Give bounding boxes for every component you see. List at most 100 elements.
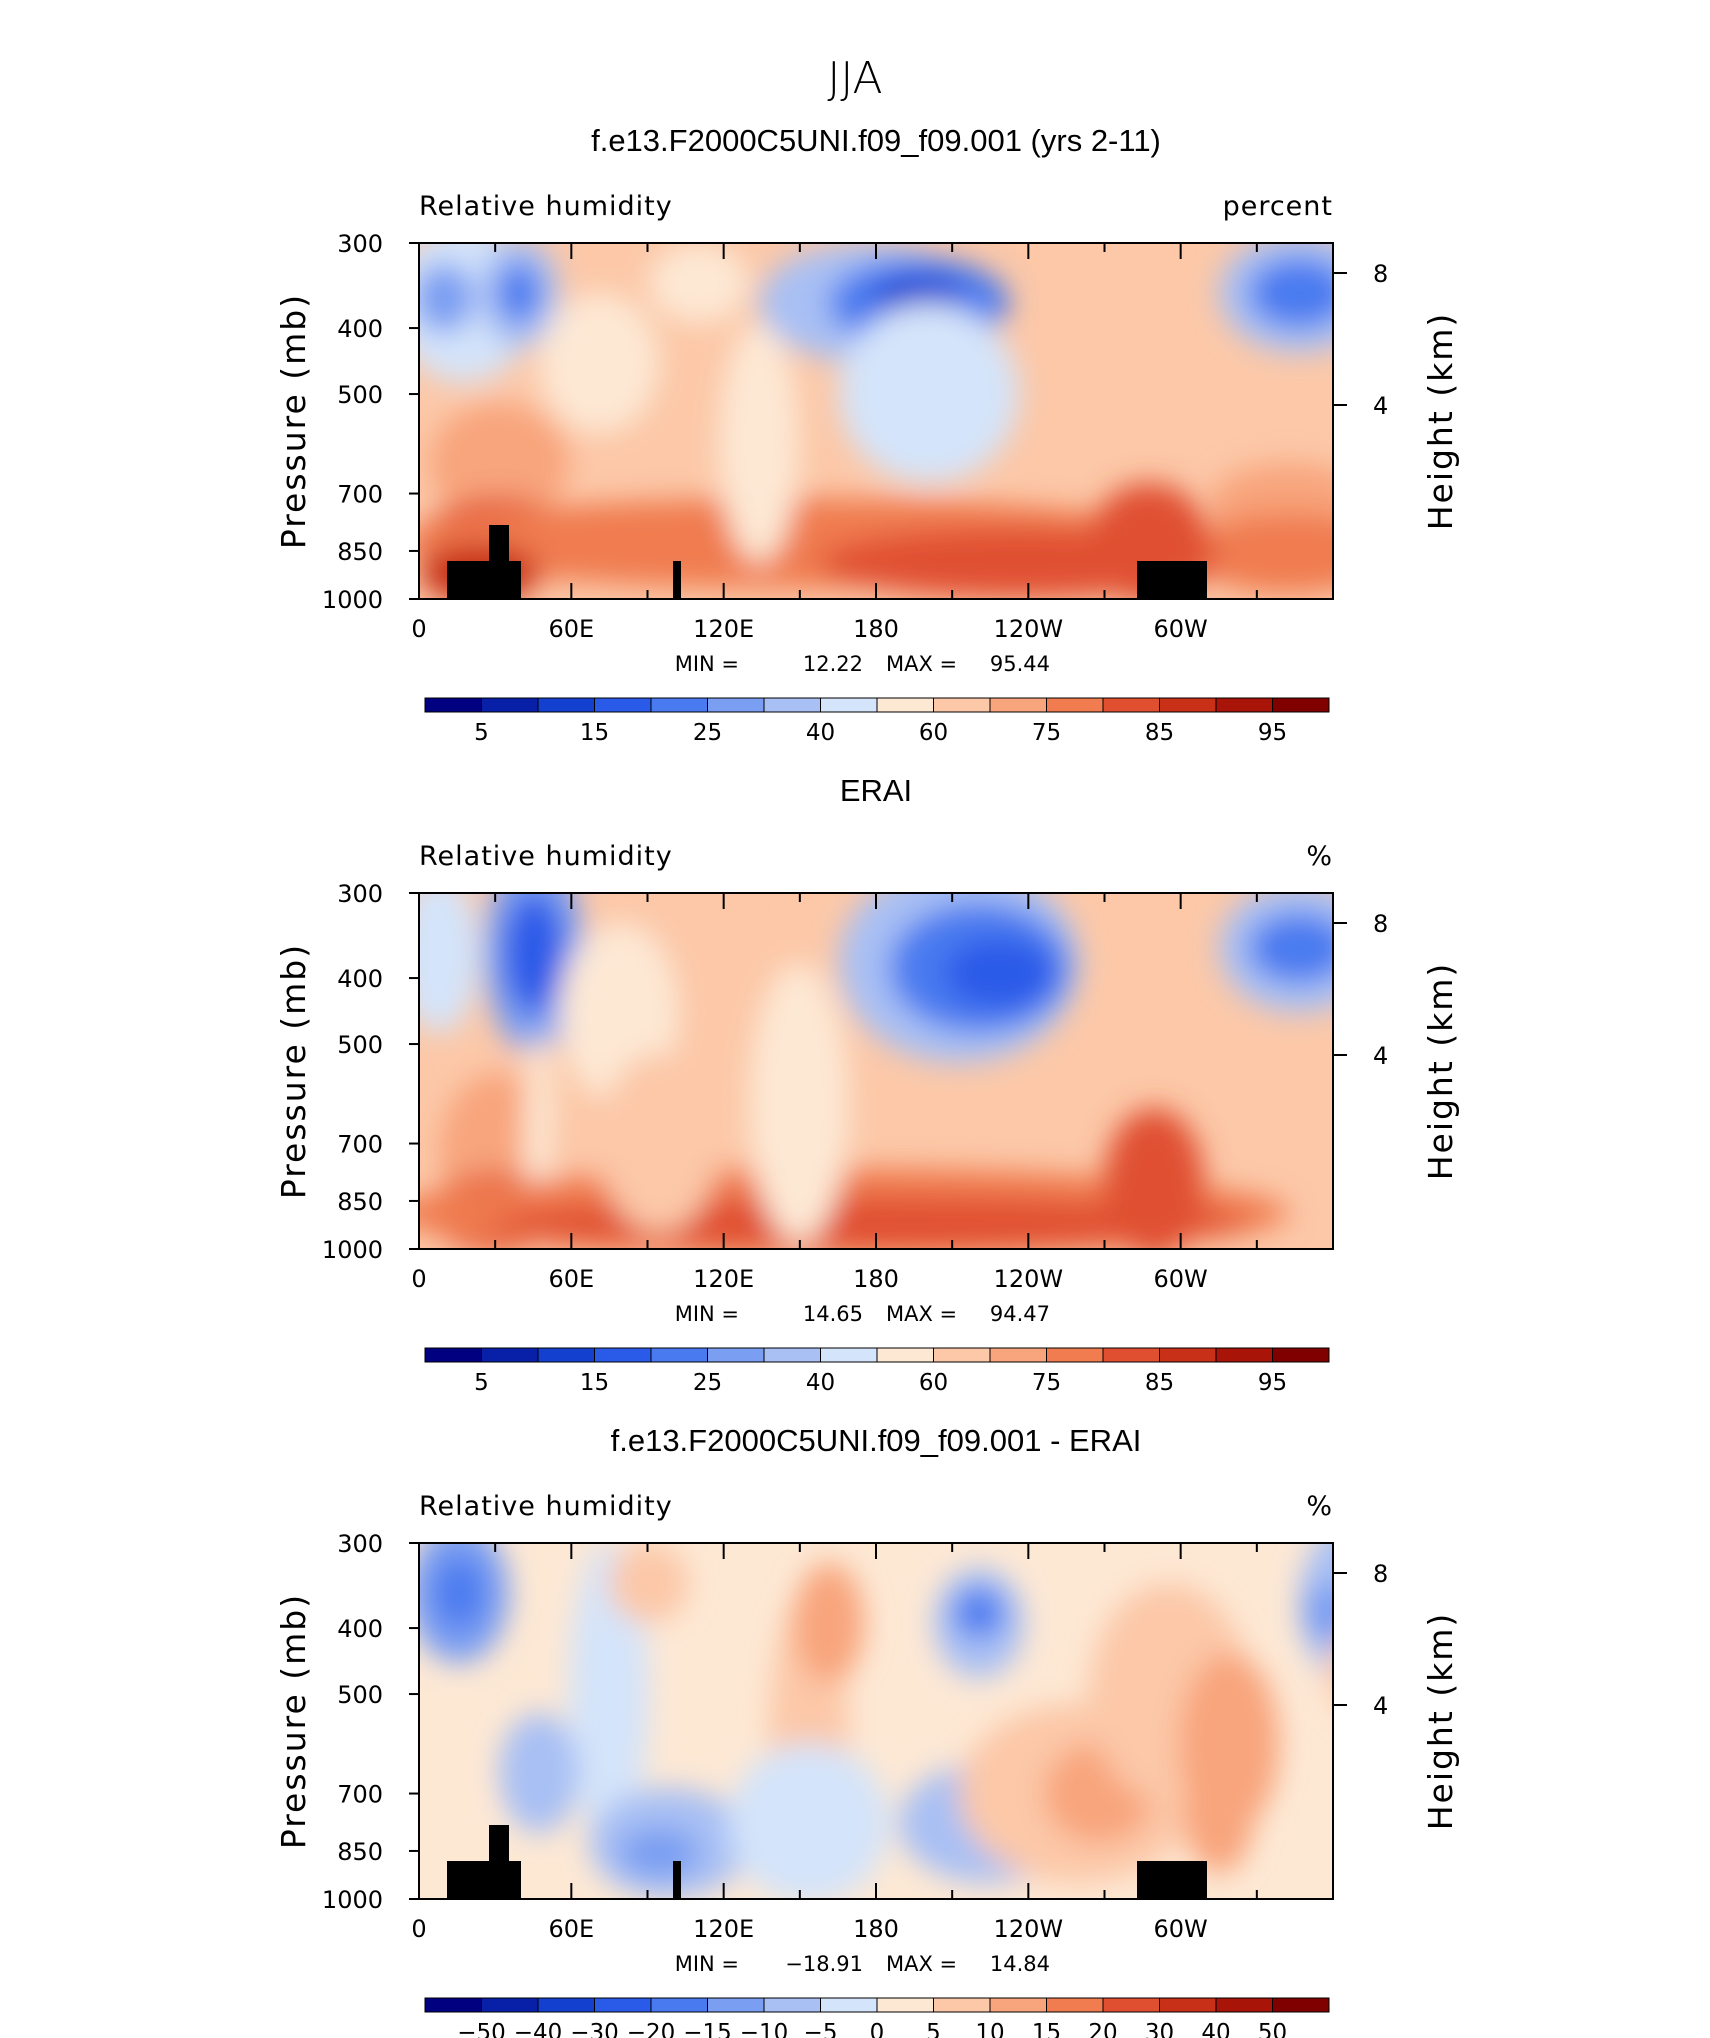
colorbar-tick-label: −15 — [683, 2020, 732, 2038]
panel-2: ERAI Relative humidity % 0 60E 120E 180 120W 60W… — [274, 773, 1460, 1396]
colorbar-box — [650, 1347, 708, 1363]
max-label: MAX = — [886, 1302, 957, 1326]
colorbar-box — [1102, 1347, 1160, 1363]
colorbar-tick-label: −50 — [457, 2020, 506, 2038]
max-value: 95.44 — [990, 652, 1050, 676]
topography-mask — [447, 1861, 492, 1899]
panel-title: f.e13.F2000C5UNI.f09_f09.001 - ERAI — [611, 1423, 1142, 1458]
topography-mask — [1137, 561, 1207, 599]
colorbar-box — [1272, 1997, 1330, 2013]
colorbar-box — [989, 1347, 1047, 1363]
colorbar-box — [1159, 697, 1217, 713]
colorbar-box — [481, 1347, 539, 1363]
colorbar-box — [1272, 697, 1330, 713]
colorbar-tick-label: −40 — [514, 2020, 563, 2038]
y-tick-label: 400 — [337, 1615, 383, 1643]
height-tick-label: 8 — [1373, 1560, 1388, 1588]
contour-region — [649, 243, 749, 323]
y-tick-label: 300 — [337, 1530, 383, 1558]
colorbar-tick-label: 60 — [919, 720, 948, 746]
contour-region — [1304, 1583, 1333, 1643]
colorbar-box — [876, 1347, 934, 1363]
y-tick-label: 400 — [337, 965, 383, 993]
contour-region — [499, 1713, 579, 1833]
colorbar-tick-label: 15 — [580, 1370, 609, 1396]
contour-region — [944, 938, 1054, 1008]
contour-region — [429, 403, 569, 523]
contour-region — [794, 1563, 864, 1683]
contour-region — [504, 893, 564, 1013]
colorbar-box — [1046, 697, 1104, 713]
right-axis-title: Height (km) — [1421, 1612, 1460, 1831]
contour-region — [839, 303, 1019, 483]
colorbar-box — [876, 697, 934, 713]
contour-region — [609, 1543, 689, 1623]
x-tick-label: 0 — [411, 615, 426, 643]
colorbar-box — [594, 697, 652, 713]
units-label: percent — [1223, 191, 1333, 222]
contour-region — [1104, 1108, 1204, 1249]
colorbar-box — [933, 697, 991, 713]
y-tick-label: 500 — [337, 1681, 383, 1709]
colorbar-tick-label: 5 — [926, 2020, 941, 2038]
colorbar: 5 15 25 40 60 75 85 95 — [424, 697, 1330, 746]
min-label: MIN = — [675, 1302, 739, 1326]
colorbar-box — [763, 697, 821, 713]
colorbar-box — [537, 1997, 595, 2013]
x-tick-label: 120E — [693, 1265, 754, 1293]
field-blobs — [419, 1543, 1333, 1899]
height-tick-label: 4 — [1373, 1692, 1388, 1720]
colorbar-tick-label: −10 — [740, 2020, 789, 2038]
x-tick-label: 120W — [994, 1915, 1064, 1943]
x-tick-label: 180 — [853, 1915, 899, 1943]
colorbar-tick-label: 5 — [474, 720, 489, 746]
y-tick-label: 500 — [337, 381, 383, 409]
left-axis-title: Pressure (mb) — [274, 943, 313, 1199]
colorbar-tick-label: 25 — [693, 720, 722, 746]
right-axis-title: Height (km) — [1421, 962, 1460, 1181]
contour-region — [599, 1053, 719, 1233]
colorbar-box — [820, 1997, 878, 2013]
colorbar-box — [594, 1347, 652, 1363]
colorbar-box — [707, 697, 765, 713]
colorbar-box — [707, 1347, 765, 1363]
colorbar-box — [763, 1997, 821, 2013]
colorbar-tick-label: 30 — [1145, 2020, 1174, 2038]
colorbar-tick-label: 0 — [870, 2020, 885, 2038]
y-tick-label: 300 — [337, 230, 383, 258]
colorbar-tick-label: 75 — [1032, 1370, 1061, 1396]
topography-mask — [673, 1861, 681, 1899]
contour-field — [419, 1543, 1333, 1899]
colorbar-tick-label: −5 — [804, 2020, 838, 2038]
y-tick-label: 300 — [337, 880, 383, 908]
y-tick-label: 850 — [337, 538, 383, 566]
colorbar-box — [820, 1347, 878, 1363]
x-tick-label: 0 — [411, 1265, 426, 1293]
colorbar-box — [763, 1347, 821, 1363]
y-tick-label: 700 — [337, 481, 383, 509]
right-axis-title: Height (km) — [1421, 312, 1460, 531]
min-label: MIN = — [675, 652, 739, 676]
contour-region — [1179, 1653, 1279, 1833]
variable-label: Relative humidity — [419, 1491, 673, 1522]
contour-region — [419, 893, 479, 1033]
colorbar-box — [1215, 1997, 1273, 2013]
left-axis-title: Pressure (mb) — [274, 1593, 313, 1849]
colorbar-tick-label: 15 — [1032, 2020, 1061, 2038]
colorbar-tick-label: 40 — [1201, 2020, 1230, 2038]
colorbar-box — [1159, 1347, 1217, 1363]
x-tick-label: 60E — [548, 1915, 594, 1943]
colorbar-box — [594, 1997, 652, 2013]
colorbar-box — [481, 1997, 539, 2013]
max-value: 94.47 — [990, 1302, 1050, 1326]
height-tick-label: 8 — [1373, 260, 1388, 288]
colorbar-box — [1272, 1347, 1330, 1363]
variable-label: Relative humidity — [419, 841, 673, 872]
colorbar-tick-label: −20 — [627, 2020, 676, 2038]
colorbar-box — [876, 1997, 934, 2013]
height-tick-label: 4 — [1373, 392, 1388, 420]
colorbar-box — [933, 1347, 991, 1363]
contour-region — [719, 323, 799, 563]
colorbar-tick-label: 10 — [975, 2020, 1004, 2038]
contour-field — [419, 243, 1333, 599]
